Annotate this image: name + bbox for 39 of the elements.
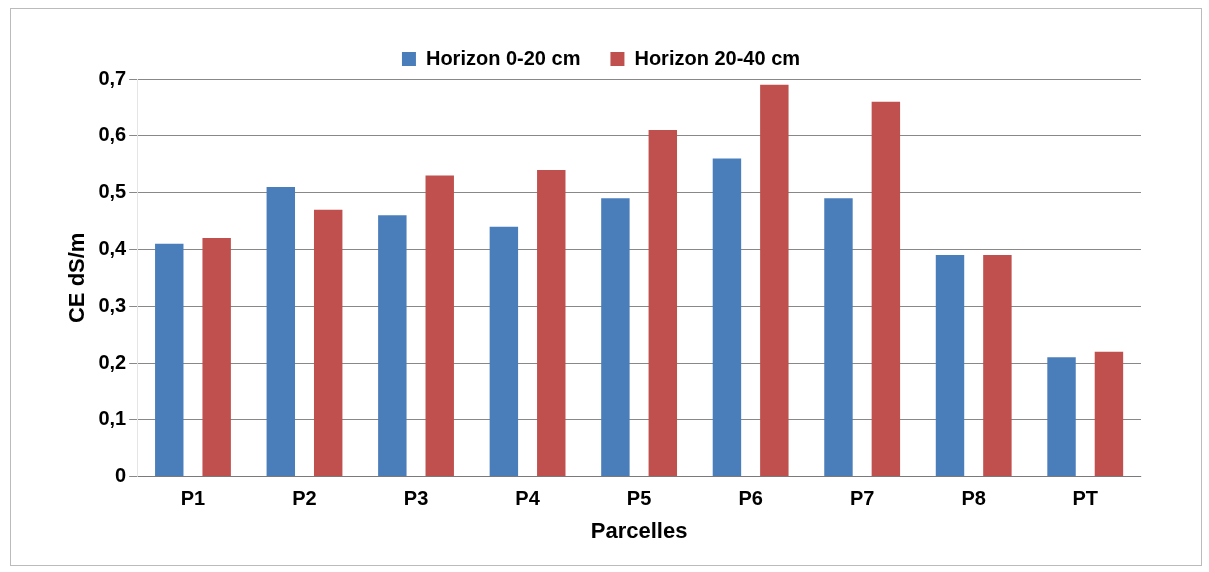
x-tick-label: P5 [626,487,652,510]
bar [935,255,965,477]
bar [648,130,678,477]
bar [983,255,1012,477]
y-tick-label: 0,1 [98,407,127,430]
x-tick-label: P6 [738,487,763,510]
y-tick-label: 0,4 [98,236,128,259]
y-tick-label: 0,5 [98,180,127,203]
y-tick-label: 0,7 [98,66,127,89]
x-tick-label: P1 [180,487,206,510]
bar [601,198,630,477]
x-tick-label: P2 [292,487,317,510]
y-tick-label: 0,2 [98,350,127,373]
x-tick-label: PT [1072,487,1099,510]
bar [489,226,519,477]
y-tick-label: 0,3 [98,293,127,316]
bar [1094,351,1124,477]
bar [378,215,407,477]
legend-label: Horizon 20-40 cm [634,46,801,69]
bar [266,186,296,477]
bar [760,84,789,477]
bar [1047,357,1076,477]
bar [824,198,853,477]
x-axis-title: Parcelles [590,517,688,543]
x-tick-label: P8 [961,487,986,510]
x-tick-label: P3 [403,487,429,510]
y-axis-title: CE dS/m [64,232,90,324]
x-tick-label: P7 [849,487,875,510]
bar [155,243,184,477]
bar [202,238,231,477]
bar [871,101,901,477]
bar [712,158,742,477]
bar [313,209,343,477]
y-tick-label: 0 [115,464,127,487]
legend-label: Horizon 0-20 cm [425,46,581,69]
bar [537,169,566,477]
bar [425,175,454,477]
x-tick-label: P4 [515,487,541,510]
y-tick-label: 0,6 [98,123,127,146]
